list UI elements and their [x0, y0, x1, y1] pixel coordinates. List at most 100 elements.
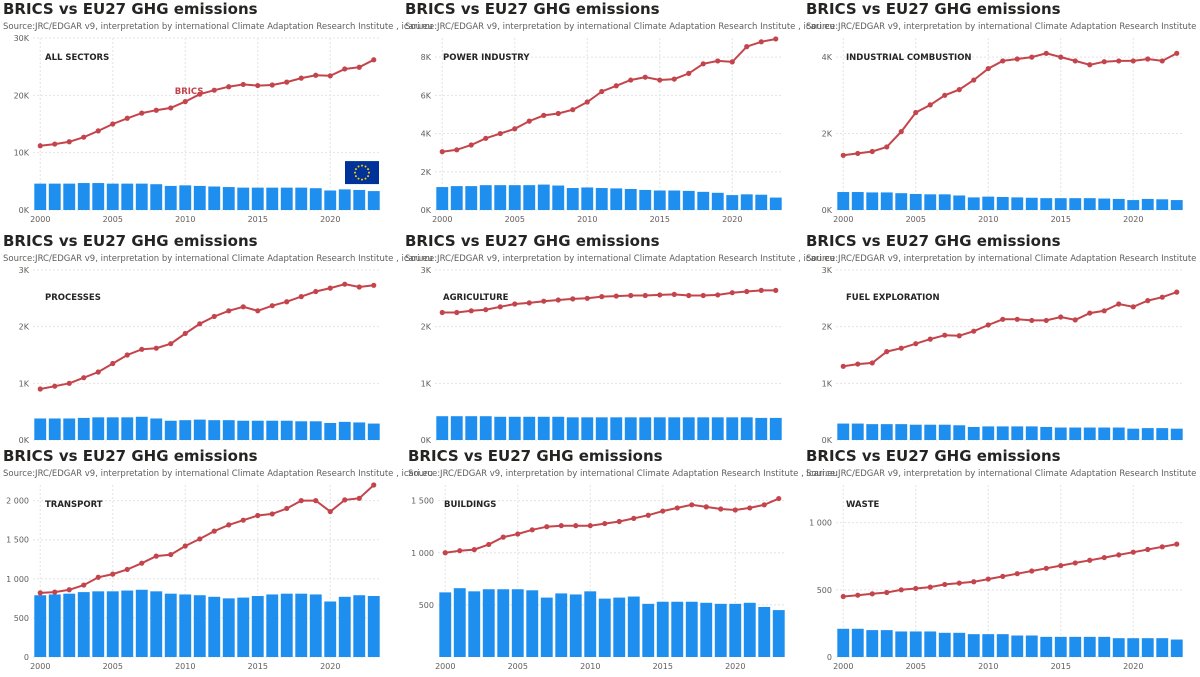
chart-title: BRICS vs EU27 GHG emissions — [405, 0, 660, 18]
eu27-bar — [482, 589, 495, 657]
brics-point — [168, 551, 174, 558]
x-tick-label: 2015 — [1051, 215, 1071, 224]
eu27-bar — [63, 183, 76, 210]
eu27-bar — [34, 418, 47, 440]
chart-panel: BRICS vs EU27 GHG emissions Source:JRC/ED… — [405, 0, 835, 230]
brics-point — [37, 143, 43, 149]
brics-point — [153, 345, 159, 351]
brics-point — [124, 352, 130, 358]
eu27-bar — [1040, 636, 1053, 657]
brics-point — [1145, 546, 1151, 553]
y-tick-label: 0K — [19, 206, 30, 215]
eu27-bar — [1069, 636, 1082, 657]
brics-point — [985, 322, 991, 328]
eu27-bar — [697, 417, 710, 440]
eu27-bar — [450, 186, 463, 210]
x-tick-label: 2010 — [175, 662, 195, 671]
brics-point — [555, 297, 561, 303]
eu27-bar — [436, 187, 449, 210]
brics-point — [486, 541, 492, 548]
y-tick-label: 3K — [421, 266, 432, 275]
eu27-bar — [996, 197, 1009, 210]
brics-point — [356, 64, 362, 70]
eu27-bar — [584, 591, 597, 657]
brics-point — [729, 290, 735, 296]
brics-point — [526, 118, 532, 124]
brics-point — [1087, 310, 1093, 316]
brics-point — [240, 304, 246, 310]
eu27-bar — [909, 631, 922, 657]
x-tick-label: 2020 — [1123, 215, 1143, 224]
brics-point — [584, 99, 590, 105]
brics-point — [613, 83, 619, 89]
eu27-bar — [1112, 638, 1125, 657]
x-tick-label: 2015 — [248, 215, 268, 224]
eu27-bar — [837, 423, 850, 440]
x-tick-label: 2010 — [978, 662, 998, 671]
x-tick-label: 2010 — [577, 215, 597, 224]
brics-point — [689, 502, 695, 508]
eu27-bar — [755, 194, 768, 210]
brics-point — [1130, 304, 1136, 310]
y-tick-label: 1 000 — [809, 519, 832, 528]
eu27-bar — [837, 628, 850, 657]
eu27-bar — [309, 188, 322, 210]
eu27-bar — [726, 195, 739, 210]
y-tick-label: 2K — [421, 168, 432, 177]
eu27-bar — [1127, 200, 1140, 210]
brics-point — [1145, 298, 1151, 304]
eu27-bar — [982, 426, 995, 440]
brics-point — [356, 495, 362, 501]
eu27-bar — [595, 417, 608, 440]
x-tick-label: 2005 — [505, 215, 525, 224]
brics-point — [1058, 563, 1064, 569]
chart-source: Source:JRC/EDGAR v9, interpretation by i… — [3, 469, 433, 479]
eu27-bar — [613, 597, 626, 657]
eu27-bar — [758, 606, 771, 657]
brics-point — [240, 517, 246, 523]
chart-plot: 0K 1K 2K 3K PROCESSES — [19, 266, 381, 445]
eu27-bar — [953, 425, 966, 440]
brics-point — [269, 82, 275, 88]
brics-point — [1000, 58, 1006, 64]
brics-point — [555, 110, 561, 117]
eu27-bar — [880, 192, 893, 210]
brics-point — [642, 292, 648, 299]
eu27-bar — [1083, 636, 1096, 657]
brics-point — [700, 292, 706, 299]
y-tick-label: 1 500 — [6, 536, 29, 545]
brics-point — [52, 383, 58, 389]
brics-point — [371, 482, 377, 488]
sector-label: POWER INDUSTRY — [443, 53, 530, 63]
chart-source: Source:JRC/EDGAR v9, interpretation by i… — [405, 22, 835, 32]
eu27-bar — [511, 589, 524, 657]
brics-point — [284, 299, 290, 305]
y-tick-label: 0K — [822, 206, 833, 215]
eu27-bar — [436, 416, 449, 440]
eu27-bar — [34, 595, 47, 657]
brics-point — [744, 44, 750, 50]
eu27-bar — [135, 416, 148, 440]
brics-point — [211, 87, 217, 93]
brics-point — [971, 77, 977, 83]
eu27-bar — [338, 189, 351, 210]
sector-label: AGRICULTURE — [443, 293, 509, 303]
eu27-bar — [552, 185, 565, 210]
eu27-bar — [465, 416, 478, 440]
brics-point — [1058, 314, 1064, 320]
eu27-bar — [479, 185, 492, 210]
eu27-bar — [1141, 428, 1154, 440]
brics-point — [570, 107, 576, 113]
eu27-bar — [639, 189, 652, 210]
brics-point — [645, 512, 651, 518]
y-tick-label: 30K — [14, 34, 30, 43]
eu27-bar — [685, 601, 698, 657]
eu27-bar — [880, 630, 893, 657]
brics-point — [1043, 50, 1049, 56]
eu27-bar — [48, 183, 61, 210]
brics-point — [1087, 557, 1093, 563]
eu-flag-star — [361, 164, 363, 167]
brics-point — [66, 380, 72, 386]
brics-point — [298, 498, 304, 504]
y-tick-label: 500 — [419, 601, 434, 610]
